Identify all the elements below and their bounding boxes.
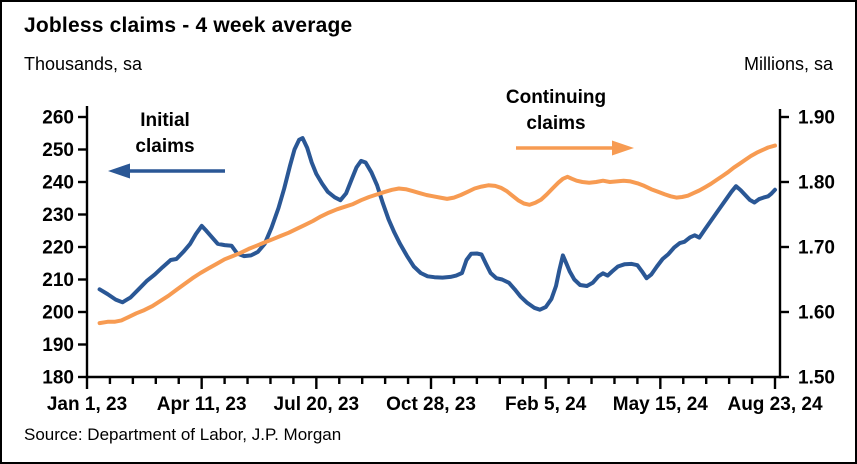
left-arrow-head-icon: [108, 163, 130, 179]
left-axis-tick-label: 180: [42, 368, 74, 389]
chart-title: Jobless claims - 4 week average: [24, 14, 353, 37]
left-axis-tick-label: 250: [42, 140, 74, 161]
source-note: Source: Department of Labor, J.P. Morgan: [24, 425, 342, 444]
left-axis-tick-label: 230: [42, 205, 74, 226]
annotation-continuing-line1: Continuing: [505, 87, 607, 108]
left-axis-tick-label: 260: [42, 108, 74, 129]
right-axis-unit-label: Millions, sa: [743, 54, 833, 74]
annotation-initial-line2: claims: [135, 136, 195, 157]
right-axis-tick-label: 1.50: [798, 368, 835, 389]
right-axis-tick-label: 1.70: [798, 238, 835, 259]
x-axis-tick-label: Aug 23, 24: [727, 394, 822, 415]
series-line-initial-claims: [97, 136, 777, 312]
annotation-continuing-claims: Continuing claims: [490, 85, 622, 137]
left-axis-unit-label: Thousands, sa: [24, 54, 143, 74]
x-axis-tick-label: Apr 11, 23: [157, 394, 247, 415]
left-axis-tick-label: 200: [42, 303, 74, 324]
right-axis-tick-label: 1.80: [798, 173, 835, 194]
x-axis-tick-label: Jul 20, 23: [274, 394, 360, 415]
right-axis-tick-label: 1.90: [798, 108, 835, 129]
x-axis-tick-label: Jan 1, 23: [47, 394, 127, 415]
right-arrow-head-icon: [612, 140, 634, 156]
left-axis-tick-label: 190: [42, 335, 74, 356]
annotation-initial-claims: Initial claims: [105, 108, 225, 160]
x-axis-tick-label: Feb 5, 24: [505, 394, 587, 415]
left-axis-tick-label: 220: [42, 238, 74, 259]
left-axis-tick-label: 240: [42, 173, 74, 194]
annotation-continuing-line2: claims: [526, 113, 586, 134]
annotation-initial-line1: Initial: [140, 110, 190, 131]
right-axis-tick-label: 1.60: [798, 303, 835, 324]
series-line-continuing-claims: [97, 143, 777, 326]
left-axis-tick-label: 210: [42, 270, 74, 291]
x-axis-tick-label: May 15, 24: [613, 394, 708, 415]
x-axis-tick-label: Oct 28, 23: [386, 394, 476, 415]
